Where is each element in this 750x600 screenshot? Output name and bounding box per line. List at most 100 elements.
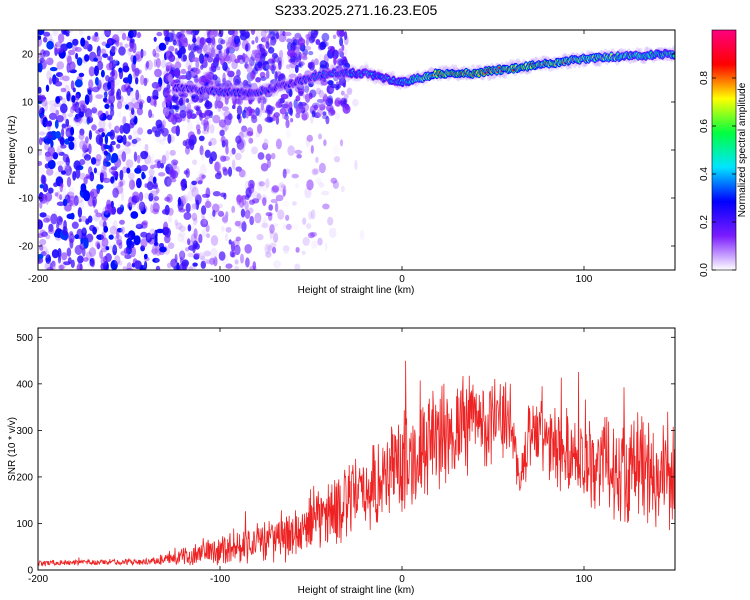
noise-blob bbox=[43, 31, 51, 37]
noise-blob bbox=[181, 194, 188, 205]
noise-blob bbox=[105, 253, 112, 262]
noise-blob bbox=[143, 157, 147, 167]
noise-blob bbox=[239, 217, 247, 223]
noise-blob bbox=[106, 199, 112, 210]
noise-blob bbox=[274, 202, 279, 213]
noise-blob bbox=[162, 136, 167, 141]
upper-band-blob bbox=[179, 35, 188, 45]
upper-band-blob bbox=[216, 44, 223, 51]
noise-blob bbox=[155, 57, 161, 68]
upper-band-blob bbox=[174, 61, 182, 69]
upper-band-blob bbox=[212, 52, 216, 58]
upper-band-blob bbox=[204, 101, 213, 110]
snr-panel: -200 -100 0 100 0 100 200 300 400 500 Height of … bbox=[7, 327, 676, 596]
noise-blob bbox=[171, 125, 179, 134]
spectrogram-y-axis-label: Frequency (Hz) bbox=[7, 116, 18, 185]
noise-blob bbox=[148, 168, 155, 177]
noise-blob bbox=[104, 134, 109, 145]
noise-blob bbox=[197, 170, 201, 179]
upper-band-blob bbox=[251, 40, 255, 45]
upper-band-blob bbox=[179, 109, 187, 119]
upper-band-blob bbox=[172, 39, 177, 46]
noise-blob bbox=[231, 159, 236, 170]
noise-blob bbox=[352, 98, 359, 107]
noise-blob bbox=[154, 234, 158, 246]
noise-blob bbox=[62, 198, 68, 207]
upper-band-blob bbox=[190, 43, 197, 53]
upper-band-blob bbox=[239, 32, 248, 41]
noise-blob bbox=[145, 232, 153, 243]
noise-blob bbox=[74, 107, 82, 114]
noise-blob bbox=[56, 201, 65, 207]
noise-blob bbox=[126, 167, 131, 174]
noise-blob bbox=[96, 234, 104, 241]
noise-blob bbox=[209, 137, 217, 146]
upper-band-blob bbox=[334, 99, 341, 107]
noise-blob bbox=[188, 266, 194, 270]
upper-band-blob bbox=[281, 103, 289, 109]
noise-blob bbox=[76, 196, 84, 203]
upper-band-blob bbox=[284, 114, 289, 121]
noise-blob bbox=[282, 223, 286, 230]
noise-blob bbox=[39, 244, 44, 251]
noise-blob bbox=[96, 45, 101, 57]
noise-blob bbox=[68, 186, 75, 197]
noise-blob bbox=[66, 30, 73, 34]
noise-blob bbox=[156, 31, 163, 37]
noise-blob bbox=[38, 62, 43, 73]
noise-blob bbox=[43, 36, 48, 43]
noise-blob bbox=[167, 133, 172, 144]
noise-blob bbox=[43, 217, 50, 223]
noise-blob bbox=[42, 231, 47, 243]
noise-blob bbox=[95, 76, 99, 86]
noise-blob bbox=[245, 187, 252, 198]
upper-band-blob bbox=[199, 111, 204, 121]
noise-blob bbox=[332, 34, 337, 40]
noise-blob bbox=[135, 223, 144, 230]
noise-blob bbox=[177, 196, 182, 207]
noise-blob bbox=[84, 54, 90, 62]
noise-blob bbox=[235, 135, 242, 144]
noise-blob bbox=[222, 214, 229, 224]
noise-blob bbox=[48, 100, 56, 106]
noise-blob bbox=[332, 144, 340, 155]
noise-blob bbox=[171, 203, 175, 209]
noise-blob bbox=[111, 152, 119, 163]
noise-blob bbox=[116, 229, 120, 240]
noise-blob bbox=[118, 203, 124, 208]
noise-blob bbox=[278, 182, 285, 192]
noise-blob bbox=[118, 161, 122, 168]
noise-blob bbox=[124, 82, 131, 93]
noise-blob bbox=[161, 154, 167, 165]
noise-blob bbox=[193, 228, 198, 239]
noise-blob bbox=[291, 201, 297, 206]
upper-band-blob bbox=[333, 55, 337, 66]
noise-blob bbox=[143, 253, 148, 260]
noise-blob bbox=[162, 119, 167, 128]
upper-band-blob bbox=[164, 88, 172, 93]
noise-blob bbox=[270, 198, 278, 204]
upper-band-blob bbox=[287, 49, 295, 57]
upper-band-blob bbox=[255, 36, 259, 44]
noise-blob bbox=[46, 57, 54, 66]
noise-blob bbox=[154, 130, 161, 138]
noise-blob bbox=[99, 244, 106, 249]
noise-blob bbox=[72, 171, 77, 181]
noise-blob bbox=[240, 138, 246, 148]
upper-band-blob bbox=[210, 38, 216, 49]
upper-band-blob bbox=[311, 110, 316, 118]
noise-blob bbox=[101, 41, 107, 46]
noise-blob bbox=[144, 183, 148, 188]
noise-blob bbox=[235, 166, 242, 172]
noise-blob bbox=[119, 180, 124, 187]
noise-blob bbox=[178, 231, 186, 237]
noise-blob bbox=[318, 133, 322, 140]
noise-blob bbox=[78, 218, 82, 223]
noise-blob bbox=[136, 165, 142, 170]
upper-band-blob bbox=[262, 36, 268, 43]
noise-blob bbox=[254, 212, 262, 224]
noise-blob bbox=[131, 139, 138, 144]
upper-band-blob bbox=[225, 115, 233, 120]
noise-blob bbox=[130, 139, 137, 147]
